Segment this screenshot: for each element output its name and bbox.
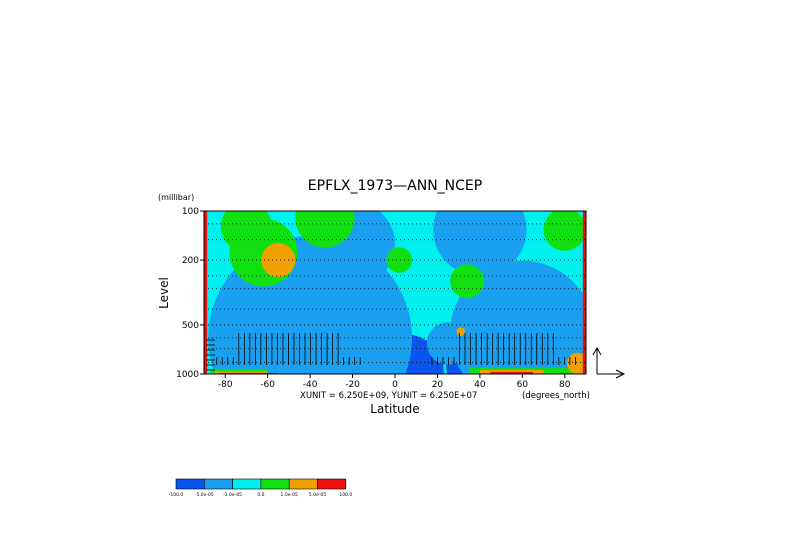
heatmap-regions xyxy=(204,211,586,374)
heatmap-region xyxy=(582,211,586,374)
legend-label: -100.0 xyxy=(169,492,184,498)
reference-arrows xyxy=(592,346,626,379)
vector-arrows xyxy=(206,333,576,371)
x-unit-label: (degrees_north) xyxy=(522,391,590,401)
x-tick-label: -60 xyxy=(260,380,275,390)
heatmap-region xyxy=(214,371,268,374)
x-tick-label: 80 xyxy=(559,380,571,390)
color-legend: -100.0 -5.0e-05 -1.0e-05 0.0 1.0e-05 5.0e-05 1… xyxy=(169,478,352,498)
heatmap-region xyxy=(386,247,412,273)
legend-swatch xyxy=(260,478,290,490)
heatmap-region xyxy=(210,368,268,374)
heatmap-region xyxy=(433,211,527,277)
legend-label: -1.0e-05 xyxy=(223,492,242,498)
chart-title: EPFLX_1973—ANN_NCEP xyxy=(308,178,482,194)
x-tick-label: -40 xyxy=(303,380,318,390)
legend-swatch xyxy=(175,478,205,490)
legend-label: 1.0e-05 xyxy=(281,492,298,498)
legend-swatch xyxy=(317,478,347,490)
legend-swatch xyxy=(204,478,233,490)
y-tick-label: 1000 xyxy=(176,370,199,380)
legend-label: 5.0e-05 xyxy=(309,492,326,498)
heatmap-region xyxy=(261,243,296,278)
heatmap-region xyxy=(490,371,533,374)
legend-label: -5.0e-05 xyxy=(195,492,214,498)
x-tick-label: 20 xyxy=(432,380,444,390)
legend-swatch xyxy=(232,478,262,490)
x-axis-label: Latitude xyxy=(370,402,419,416)
heatmap-region xyxy=(218,372,279,374)
heatmap-region xyxy=(566,352,586,374)
legend-swatch xyxy=(288,478,318,490)
heatmap-region xyxy=(450,264,485,299)
reference-arrow-up-head xyxy=(592,346,602,356)
x-tick-label: 60 xyxy=(517,380,529,390)
legend-label: 100.0 xyxy=(339,492,352,498)
heatmap-region xyxy=(204,211,208,374)
heatmap-region xyxy=(220,211,272,253)
y-unit-label: (millibar) xyxy=(158,193,194,202)
x-tick-label: -20 xyxy=(345,380,360,390)
legend-label: 0.0 xyxy=(257,492,264,498)
x-axis: -80 -60 -40 -20 0 20 40 60 80 xyxy=(218,374,571,390)
y-axis-label: Level xyxy=(157,277,171,309)
heatmap-region xyxy=(295,211,355,248)
heatmap-region xyxy=(456,327,466,336)
x-tick-label: -80 xyxy=(218,380,233,390)
heatmap-region xyxy=(543,211,586,251)
x-tick-label: 0 xyxy=(392,380,398,390)
vector-units-label: XUNIT = 6.250E+09, YUNIT = 6.250E+07 xyxy=(300,391,477,401)
y-tick-label: 100 xyxy=(182,207,199,217)
y-tick-label: 500 xyxy=(182,321,199,331)
reference-arrow-right-head xyxy=(615,369,626,379)
y-tick-label: 200 xyxy=(182,256,199,266)
y-axis: 100 200 500 1000 xyxy=(176,207,204,380)
x-tick-label: 40 xyxy=(474,380,486,390)
